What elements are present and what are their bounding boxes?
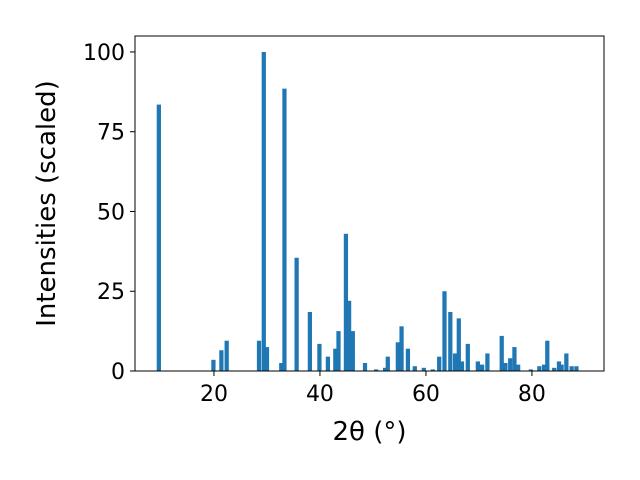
- bar: [499, 335, 504, 371]
- bar: [528, 369, 533, 371]
- y-tick-label: 50: [97, 200, 125, 225]
- bar: [385, 356, 390, 371]
- bar: [537, 366, 542, 371]
- bar: [350, 331, 355, 371]
- bar: [279, 363, 284, 371]
- bar: [211, 359, 216, 371]
- bar: [437, 356, 442, 371]
- bar: [282, 88, 287, 371]
- bar: [412, 366, 417, 371]
- x-tick-label: 60: [412, 382, 440, 407]
- bar: [456, 318, 461, 371]
- bar: [156, 104, 161, 371]
- bar: [362, 363, 368, 371]
- bar: [261, 51, 266, 371]
- bar: [552, 367, 557, 371]
- bar: [574, 366, 579, 371]
- bar: [459, 361, 465, 371]
- bar: [325, 356, 331, 371]
- y-tick-label: 0: [111, 360, 125, 385]
- bar: [421, 367, 426, 371]
- bar: [317, 343, 322, 371]
- bar: [569, 366, 574, 371]
- bar: [465, 343, 470, 371]
- bars-group: [156, 51, 579, 371]
- y-axis-ticks: 0 25 50 75 100: [83, 41, 135, 385]
- bar: [545, 340, 550, 371]
- bar: [564, 353, 569, 371]
- bar: [333, 348, 338, 371]
- bar: [556, 361, 562, 371]
- y-tick-label: 25: [97, 280, 125, 305]
- bar: [503, 363, 508, 371]
- x-axis-ticks: 20 40 60 80: [200, 371, 546, 407]
- bar: [452, 353, 458, 371]
- bar: [542, 364, 547, 371]
- x-tick-label: 40: [306, 382, 334, 407]
- x-tick-label: 20: [200, 382, 228, 407]
- bar: [346, 300, 352, 371]
- bar: [516, 364, 521, 371]
- bar: [430, 369, 435, 371]
- x-tick-label: 80: [518, 382, 546, 407]
- bar: [294, 257, 299, 371]
- bar: [343, 233, 349, 371]
- bar: [559, 364, 564, 371]
- bar: [307, 311, 312, 371]
- bar: [383, 367, 388, 371]
- x-axis-label: 2θ (°): [332, 417, 406, 447]
- bar: [512, 347, 517, 371]
- plot-frame: [134, 35, 605, 372]
- bar: [336, 331, 341, 371]
- bar: [264, 347, 270, 371]
- bar: [219, 350, 224, 371]
- bar: [479, 364, 485, 371]
- bar: [448, 311, 453, 371]
- bar: [395, 342, 400, 371]
- bar: [256, 340, 262, 371]
- bar: [374, 369, 379, 371]
- bar: [442, 291, 447, 371]
- y-tick-label: 100: [83, 41, 125, 66]
- bar: [405, 348, 411, 371]
- bar: [475, 361, 480, 371]
- bar: [399, 326, 404, 371]
- bar: [224, 340, 229, 371]
- y-axis-label: Intensities (scaled): [32, 80, 62, 327]
- bar: [485, 353, 490, 371]
- bar: [508, 358, 513, 371]
- y-tick-label: 75: [97, 121, 125, 146]
